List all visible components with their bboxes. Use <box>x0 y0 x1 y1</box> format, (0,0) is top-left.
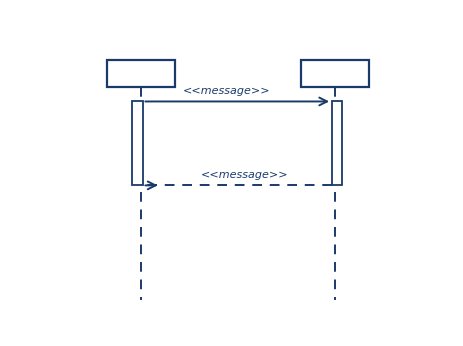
Text: <<message>>: <<message>> <box>200 170 288 180</box>
Text: Object 1: Object 1 <box>108 66 173 81</box>
Bar <box>332 101 341 185</box>
Bar <box>132 101 142 185</box>
Bar <box>300 60 368 87</box>
Text: Object 2: Object 2 <box>302 66 366 81</box>
Bar <box>106 60 175 87</box>
Text: <<message>>: <<message>> <box>182 85 270 95</box>
